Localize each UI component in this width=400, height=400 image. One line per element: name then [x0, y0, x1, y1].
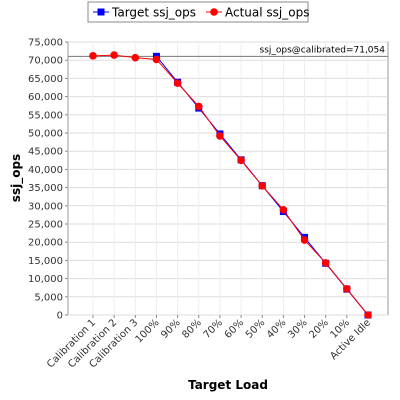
y-tick-label: 15,000 [28, 256, 63, 267]
legend-box [87, 1, 309, 23]
y-axis-title: ssj_ops [9, 154, 24, 202]
y-tick-label: 5,000 [34, 292, 63, 303]
y-tick-label: 35,000 [28, 183, 63, 194]
y-tick-label: 75,000 [28, 38, 63, 49]
legend-marker [210, 8, 218, 16]
y-tick-label: 65,000 [28, 74, 63, 85]
marker [173, 79, 182, 87]
legend-label: Target ssj_ops [111, 6, 196, 20]
legend-marker [97, 8, 105, 16]
marker [152, 55, 161, 64]
marker [216, 132, 224, 140]
y-tick-label: 40,000 [28, 165, 63, 176]
marker [237, 156, 245, 165]
marker [343, 284, 351, 293]
y-tick-label: 20,000 [28, 238, 63, 249]
y-tick-label: 10,000 [28, 274, 63, 285]
marker [300, 236, 309, 244]
x-axis-title: Target Load [188, 378, 268, 392]
y-tick-label: 70,000 [28, 56, 63, 67]
legend-label: Actual ssj_ops [225, 6, 309, 20]
y-tick-label: 0 [57, 311, 63, 322]
reference-label: ssj_ops@calibrated=71,054 [260, 45, 386, 55]
y-tick-label: 30,000 [28, 201, 63, 212]
marker [258, 181, 267, 190]
marker [364, 311, 372, 319]
marker [194, 102, 203, 111]
marker [321, 259, 330, 267]
marker [89, 52, 97, 60]
marker [110, 51, 118, 59]
y-tick-label: 60,000 [28, 92, 63, 103]
y-tick-label: 25,000 [28, 220, 63, 231]
y-tick-label: 45,000 [28, 147, 63, 158]
plot-area [67, 41, 389, 316]
marker [279, 206, 288, 214]
y-tick-label: 50,000 [28, 129, 63, 140]
y-tick-label: 55,000 [28, 110, 63, 121]
marker [131, 53, 140, 62]
